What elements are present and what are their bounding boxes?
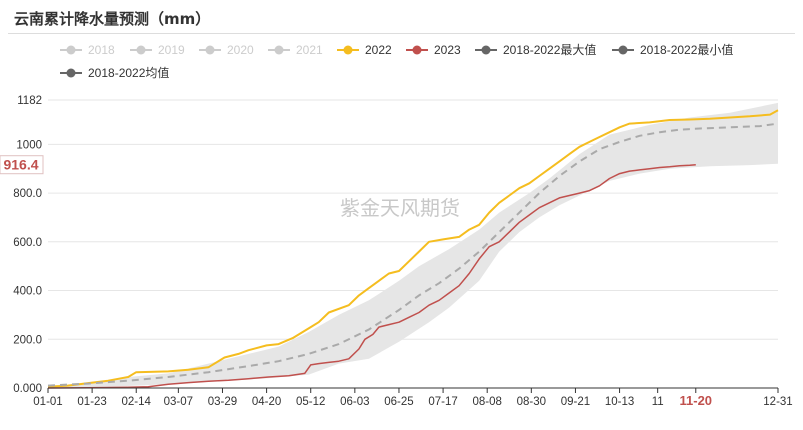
y-tick-label-0: 0.000 [13,383,42,395]
legend-label-y2021: 2021 [296,43,323,57]
legend-item-y2022[interactable]: 2022 [337,43,392,57]
y-tick-label-3: 600.0 [13,237,42,249]
legend-label-y2020: 2020 [227,43,254,57]
x-tick-label-10: 08-08 [472,396,501,408]
x-tick-label-4: 03-29 [208,396,237,408]
y-tick-label-2: 400.0 [13,286,42,298]
legend-label-y2023: 2023 [434,43,461,57]
legend-item-y2018[interactable]: 2018 [60,43,115,57]
y-tick-label-1: 200.0 [13,334,42,346]
legend-item-y2020[interactable]: 2020 [199,43,254,57]
legend-marker-y2022 [343,45,353,55]
y-tick-label-6: 1182 [17,95,42,107]
callout-box [0,155,44,175]
legend-marker-y2019 [136,45,146,55]
watermark: 紫金天风期货 [340,197,460,220]
x-tick-label-7: 06-03 [340,396,369,408]
x-tick-label-14: 11 [652,396,664,408]
legend-item-avg[interactable]: 2018-2022均值 [60,65,169,80]
callout-value: 916.4 [3,157,38,173]
legend-marker-avg [66,68,76,78]
x-tick-label-8: 06-25 [384,396,413,408]
legend-label-y2019: 2019 [158,43,185,57]
y-tick-label-4: 800.0 [13,188,42,200]
legend-item-max[interactable]: 2018-2022最大值 [475,42,596,57]
legend-item-y2019[interactable]: 2019 [130,43,185,57]
x-tick-label-1: 01-23 [77,396,106,408]
x-tick-label-13: 10-13 [605,396,634,408]
page-title: 云南累计降水量预测（mm） [14,10,211,28]
x-tick-label-9: 07-17 [428,396,457,408]
legend-marker-y2021 [274,45,284,55]
title-divider [8,33,795,34]
legend-item-min[interactable]: 2018-2022最小值 [612,42,733,57]
current-value-callout: 916.4 [0,155,44,175]
x-tick-label-2: 02-14 [122,396,152,408]
legend-marker-y2023 [412,45,422,55]
legend-label-y2018: 2018 [88,43,115,57]
legend-marker-max [481,45,491,55]
x-tick-label-11: 08-30 [517,396,546,408]
legend-item-y2021[interactable]: 2021 [268,43,323,57]
max-min-band [48,102,778,389]
legend-item-y2023[interactable]: 2023 [406,43,461,57]
legend-marker-y2020 [205,45,215,55]
legend-label-y2022: 2022 [365,43,392,57]
band-area [48,102,778,389]
x-tick-label-12: 09-21 [561,396,590,408]
legend-marker-min [618,45,628,55]
x-tick-label-16: 12-31 [763,396,792,408]
x-tick-label-0: 01-01 [33,396,62,408]
legend-label-min: 2018-2022最小值 [640,42,733,57]
y-tick-label-5: 1000 [16,139,42,151]
legend-marker-y2018 [66,45,76,55]
x-tick-label-highlight: 11-20 [680,393,713,408]
x-tick-label-5: 04-20 [252,396,281,408]
legend-label-avg: 2018-2022均值 [88,65,169,80]
series-line-1 [47,163,696,389]
chart-axes: 0.000 200.0 400.0 600.0 800.0 1000 1182 01-01 01… [13,95,792,408]
series-line-0 [47,109,779,388]
series-layer [47,109,779,389]
x-tick-label-6: 05-12 [296,396,325,408]
x-tick-label-3: 03-07 [164,396,193,408]
legend: 2018 2019 2020 2021 2022 2023 2018-2022最大值 2018… [60,42,733,80]
legend-label-max: 2018-2022最大值 [503,42,596,57]
